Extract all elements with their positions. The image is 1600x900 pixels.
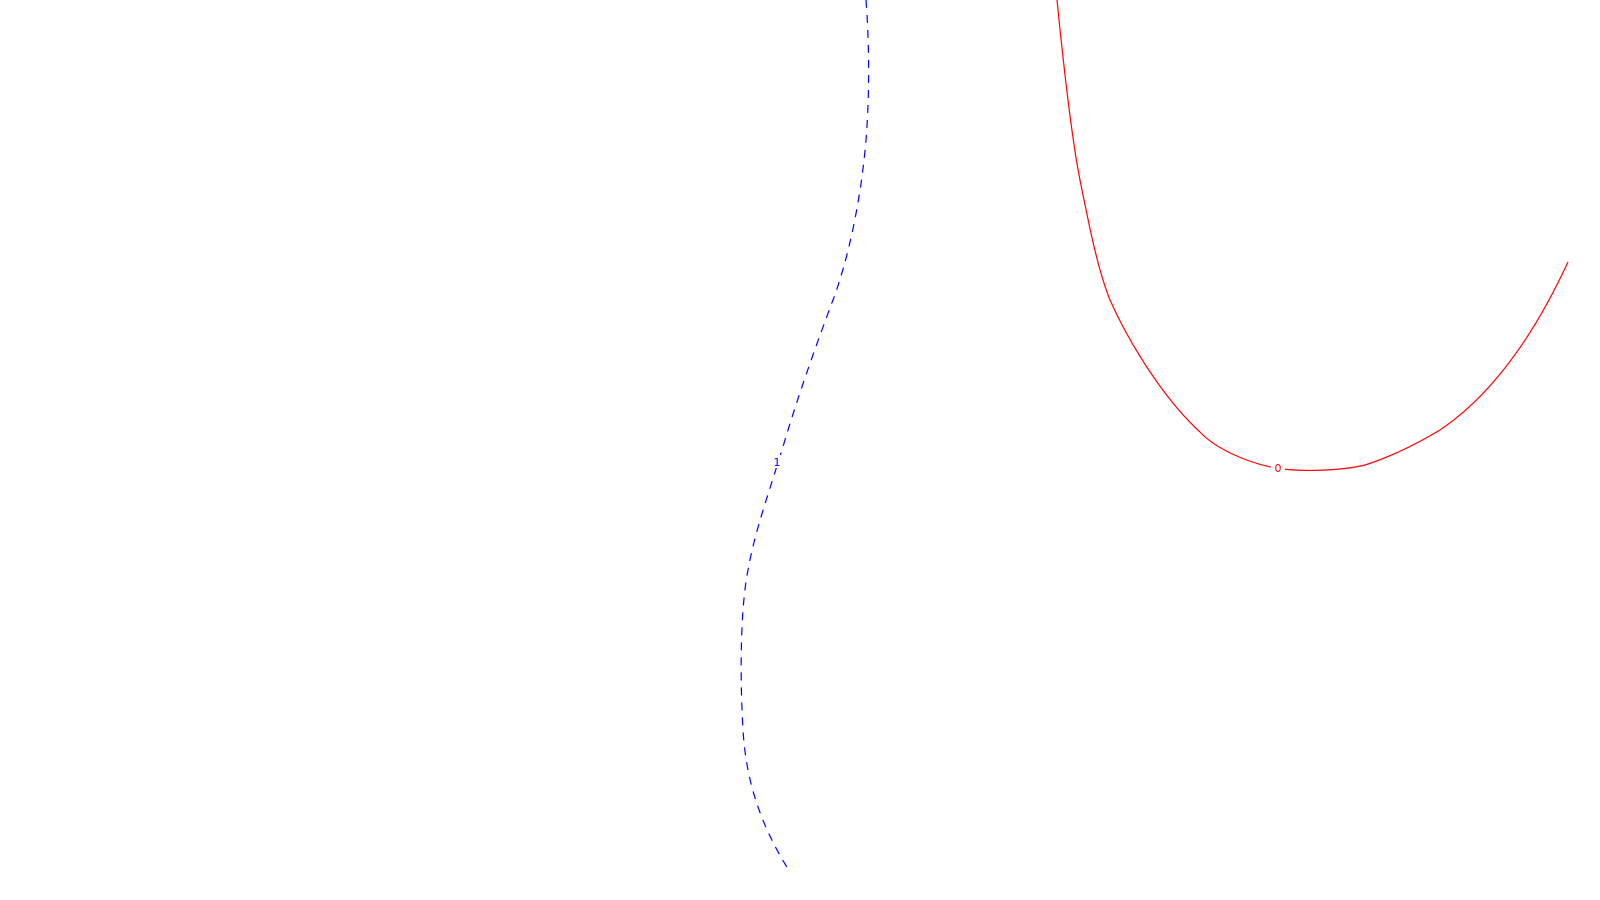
contour-label-1: 1 [774, 456, 781, 469]
contour-label-0: 0 [1275, 462, 1282, 475]
contour-line-0 [1056, 0, 1569, 471]
contour-label-bg-0 [1271, 461, 1285, 474]
contour-label-bg-1 [771, 455, 783, 468]
contour-line-1 [740, 0, 870, 873]
